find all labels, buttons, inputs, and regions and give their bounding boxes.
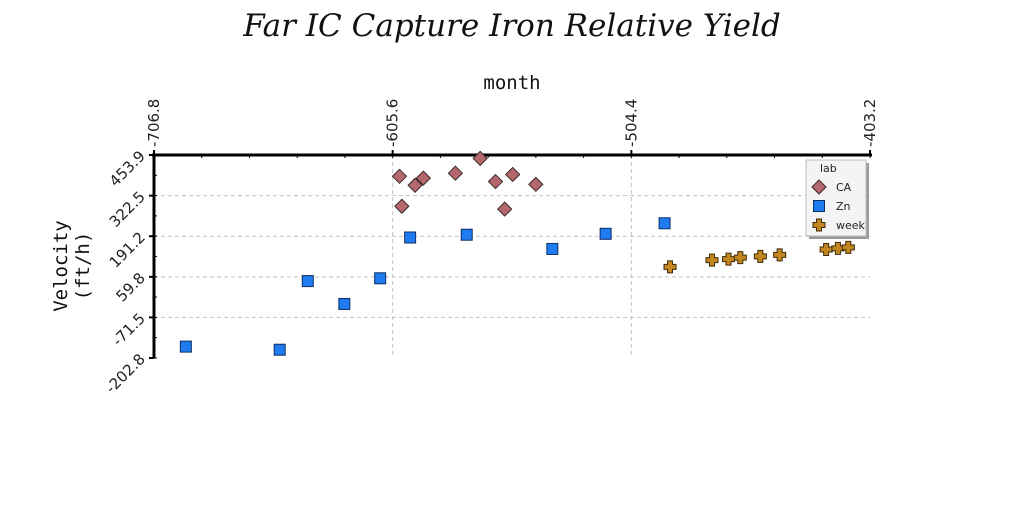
- x-tick-label: -605.6: [384, 99, 402, 147]
- legend-label-ca: CA: [836, 181, 852, 194]
- y-tick-label: 453.9: [106, 147, 149, 190]
- data-point-zn: [273, 343, 286, 356]
- x-tick-label: -706.8: [145, 99, 163, 147]
- data-point-ca: [415, 170, 432, 186]
- x-tick-label: -403.2: [861, 99, 879, 147]
- data-point-zn: [658, 217, 671, 230]
- data-point-zn: [404, 231, 417, 244]
- data-point-week: [721, 252, 735, 266]
- data-point-ca: [487, 173, 504, 190]
- data-point-ca: [447, 165, 464, 181]
- x-axis-title: month: [483, 72, 541, 94]
- data-point-week: [841, 240, 855, 254]
- y-tick-label: -71.5: [109, 310, 149, 350]
- data-point-zn: [179, 340, 192, 353]
- data-point-zn: [301, 275, 314, 288]
- data-point-zn: [374, 272, 387, 285]
- x-tick-label: -504.4: [622, 99, 640, 147]
- legend-marker-zn: [813, 200, 825, 212]
- data-point-ca: [394, 198, 410, 214]
- data-point-zn: [599, 227, 612, 240]
- data-point-week: [663, 260, 677, 274]
- data-point-week: [773, 248, 787, 262]
- y-tick-label: 59.8: [112, 269, 148, 305]
- y-tick-label: -202.8: [102, 350, 149, 397]
- y-tick-label: 322.5: [106, 188, 149, 231]
- legend-label-zn: Zn: [836, 200, 851, 213]
- data-point-zn: [460, 228, 473, 241]
- y-tick-label: 191.2: [106, 228, 149, 271]
- legend-marker-ca: [811, 179, 827, 195]
- data-point-week: [733, 251, 747, 265]
- data-point-week: [819, 243, 833, 257]
- data-point-ca: [407, 177, 423, 193]
- data-point-zn: [546, 242, 559, 255]
- legend-title: lab: [820, 162, 837, 175]
- data-point-ca: [472, 150, 488, 167]
- data-point-ca: [528, 176, 544, 193]
- legend-label-week: week: [836, 219, 866, 232]
- data-point-week: [831, 241, 845, 255]
- data-point-ca: [391, 168, 408, 185]
- data-point-zn: [338, 297, 351, 310]
- data-point-ca: [505, 166, 521, 183]
- data-point-ca: [496, 201, 513, 217]
- legend-marker-week: [812, 218, 826, 232]
- data-point-week: [753, 249, 767, 263]
- chart-title: Far IC Capture Iron Relative Yield: [243, 8, 781, 44]
- data-point-week: [705, 253, 719, 267]
